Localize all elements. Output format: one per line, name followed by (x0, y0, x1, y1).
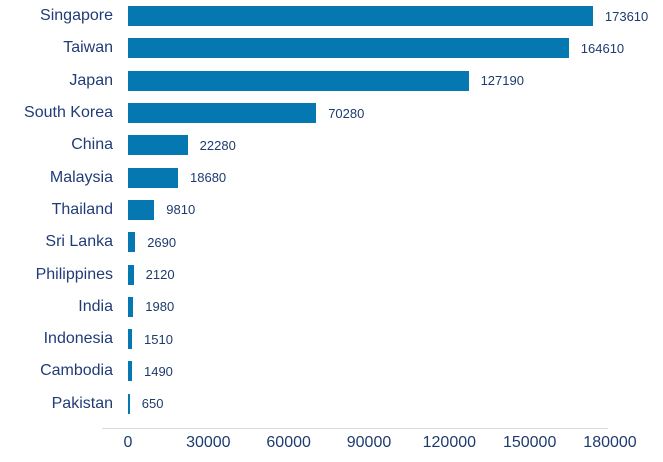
category-label: Indonesia (43, 330, 113, 348)
bar (128, 361, 132, 382)
bar (128, 264, 134, 285)
bar (128, 296, 134, 317)
value-label: 22280 (199, 137, 236, 153)
value-label: 1980 (145, 299, 175, 315)
bar-row: Indonesia 1510 (0, 323, 663, 355)
value-label: 1510 (144, 331, 173, 347)
category-label: South Korea (24, 104, 113, 122)
bar-row: Pakistan 650 (0, 388, 663, 420)
category-label: Singapore (40, 7, 113, 25)
value-label: 18680 (190, 170, 227, 186)
x-tick-label: 60000 (266, 434, 311, 451)
bar-row: Taiwan 164610 (0, 32, 663, 64)
bar (128, 167, 179, 188)
bar-rows: Singapore 173610 Taiwan 164610 Japan 127190 So… (0, 0, 663, 420)
value-label: 164610 (580, 40, 625, 56)
bar (128, 38, 569, 59)
value-label: 650 (141, 396, 164, 412)
bar-row: India 1980 (0, 291, 663, 323)
value-label: 2120 (145, 267, 175, 283)
bar-row: Singapore 173610 (0, 0, 663, 32)
bar (128, 103, 317, 124)
x-tick-label: 30000 (186, 434, 231, 451)
x-tick-label: 180000 (583, 434, 637, 451)
bar (128, 329, 133, 350)
bar-row: Japan 127190 (0, 65, 663, 97)
value-label: 1490 (143, 363, 173, 379)
value-label: 70280 (328, 105, 365, 121)
category-label: Malaysia (49, 168, 113, 186)
bar-row: Malaysia 18680 (0, 161, 663, 193)
x-tick-label: 150000 (502, 434, 557, 451)
category-label: Philippines (35, 265, 113, 283)
bar-row: Sri Lanka 2690 (0, 226, 663, 258)
bar (128, 135, 188, 156)
category-label: India (78, 297, 113, 315)
value-label: 9810 (166, 202, 196, 218)
category-label: Taiwan (63, 39, 113, 57)
bar (128, 6, 593, 27)
x-tick-label: 90000 (346, 434, 392, 451)
category-label: China (71, 136, 113, 154)
bar-row: Cambodia 1490 (0, 355, 663, 387)
bar-row: China 22280 (0, 129, 663, 161)
value-label: 2690 (147, 234, 177, 250)
category-label: Cambodia (40, 362, 113, 380)
bar (128, 70, 469, 91)
category-label: Sri Lanka (45, 233, 113, 251)
x-axis-line (102, 428, 608, 429)
category-label: Japan (69, 71, 113, 89)
category-label: Pakistan (51, 394, 113, 412)
bar-row: Thailand 9810 (0, 194, 663, 226)
x-tick-label: 0 (123, 434, 133, 451)
bar (128, 393, 130, 414)
bar (128, 232, 136, 253)
value-label: 173610 (604, 8, 649, 24)
bar-row: South Korea 70280 (0, 97, 663, 129)
bar-row: Philippines 2120 (0, 258, 663, 290)
value-label: 127190 (480, 73, 524, 89)
bar (128, 199, 155, 220)
x-tick-label: 120000 (422, 434, 477, 451)
category-label: Thailand (51, 200, 113, 218)
